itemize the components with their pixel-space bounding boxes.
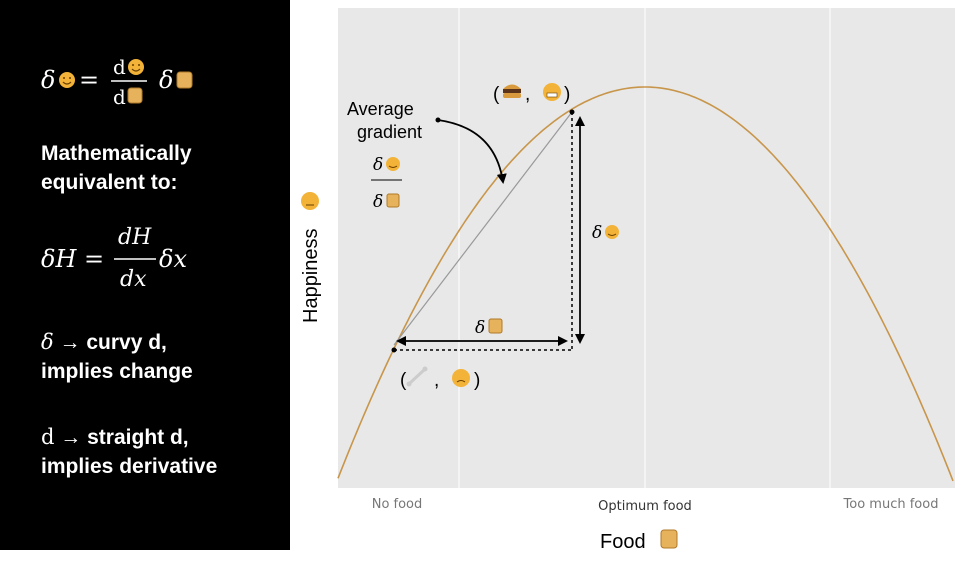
eq2-rhs: δx	[159, 245, 187, 273]
y-axis-title: Happiness	[300, 228, 322, 323]
x-tick-label-optimum-food: Optimum food	[598, 499, 692, 514]
eq1-lhs-delta: δ	[41, 66, 55, 94]
high-point-marker	[569, 109, 575, 115]
x-axis-title: Food	[600, 531, 646, 553]
d-straight-line: d → straight d,	[41, 423, 189, 452]
smile-face-icon	[59, 72, 75, 88]
x-tick-label-too-much-food: Too much food	[843, 497, 939, 512]
eq1-denominator-d: d	[113, 85, 126, 109]
average-gradient-label-1: Average	[347, 99, 414, 119]
neutral-face-icon	[301, 192, 319, 210]
bread-icon	[660, 529, 678, 549]
d-straight-text: → straight d,	[60, 426, 189, 449]
smile-face-icon	[386, 157, 400, 171]
happiness-curve	[337, 86, 954, 482]
delta-curvy-text: → curvy d,	[59, 331, 167, 354]
burger-icon	[503, 84, 521, 98]
bread-icon	[488, 318, 503, 334]
left-panel: δ = d d δ Mathematically equivalent to: …	[0, 0, 290, 550]
low-point-paren-close: )	[474, 370, 480, 391]
high-point-comma: ,	[525, 84, 530, 105]
equivalent-line-2: equivalent to:	[41, 171, 178, 194]
delta-symbol: δ	[41, 330, 54, 354]
bread-icon	[127, 87, 143, 104]
low-point-comma: ,	[434, 370, 439, 391]
sad-face-icon	[452, 369, 470, 387]
frac-den-delta: δ	[373, 192, 383, 212]
x-tick-label-no-food: No food	[372, 497, 423, 512]
high-point-paren-close: )	[564, 84, 570, 105]
delta-curvy-line: δ → curvy d,	[41, 328, 167, 357]
eq1-numerator-d: d	[113, 55, 126, 79]
eq1-equals: =	[79, 66, 99, 94]
high-point-paren-open: (	[493, 84, 500, 105]
eq2-lhs: δH =	[41, 245, 104, 273]
dH-dx-equation: δH = dH dx δx	[41, 225, 187, 292]
eq2-numerator: dH	[118, 225, 152, 250]
d-symbol: d	[41, 425, 55, 449]
smile-face-icon	[605, 225, 619, 239]
average-gradient-label-2: gradient	[357, 122, 422, 142]
bone-icon	[406, 366, 428, 387]
eq2-denominator: dx	[120, 267, 147, 292]
implies-derivative-line: implies derivative	[41, 455, 218, 478]
grin-face-icon	[543, 83, 561, 101]
delta-y-label: δ	[592, 223, 602, 243]
low-point-marker	[391, 347, 397, 353]
smile-face-icon	[128, 59, 144, 75]
low-point-paren-open: (	[400, 370, 407, 391]
implies-change-line: implies change	[41, 360, 193, 383]
average-gradient-chord	[393, 111, 573, 346]
equivalent-line-1: Mathematically	[41, 142, 192, 165]
eq1-rhs-delta: δ	[159, 66, 173, 94]
frac-num-delta: δ	[373, 155, 383, 175]
delta-happiness-equation: δ = d d δ	[41, 55, 193, 109]
bread-icon	[176, 71, 193, 89]
bread-icon	[386, 193, 400, 208]
delta-x-label: δ	[475, 318, 485, 338]
callout-arrow	[437, 119, 507, 184]
plot-panel	[338, 8, 955, 488]
